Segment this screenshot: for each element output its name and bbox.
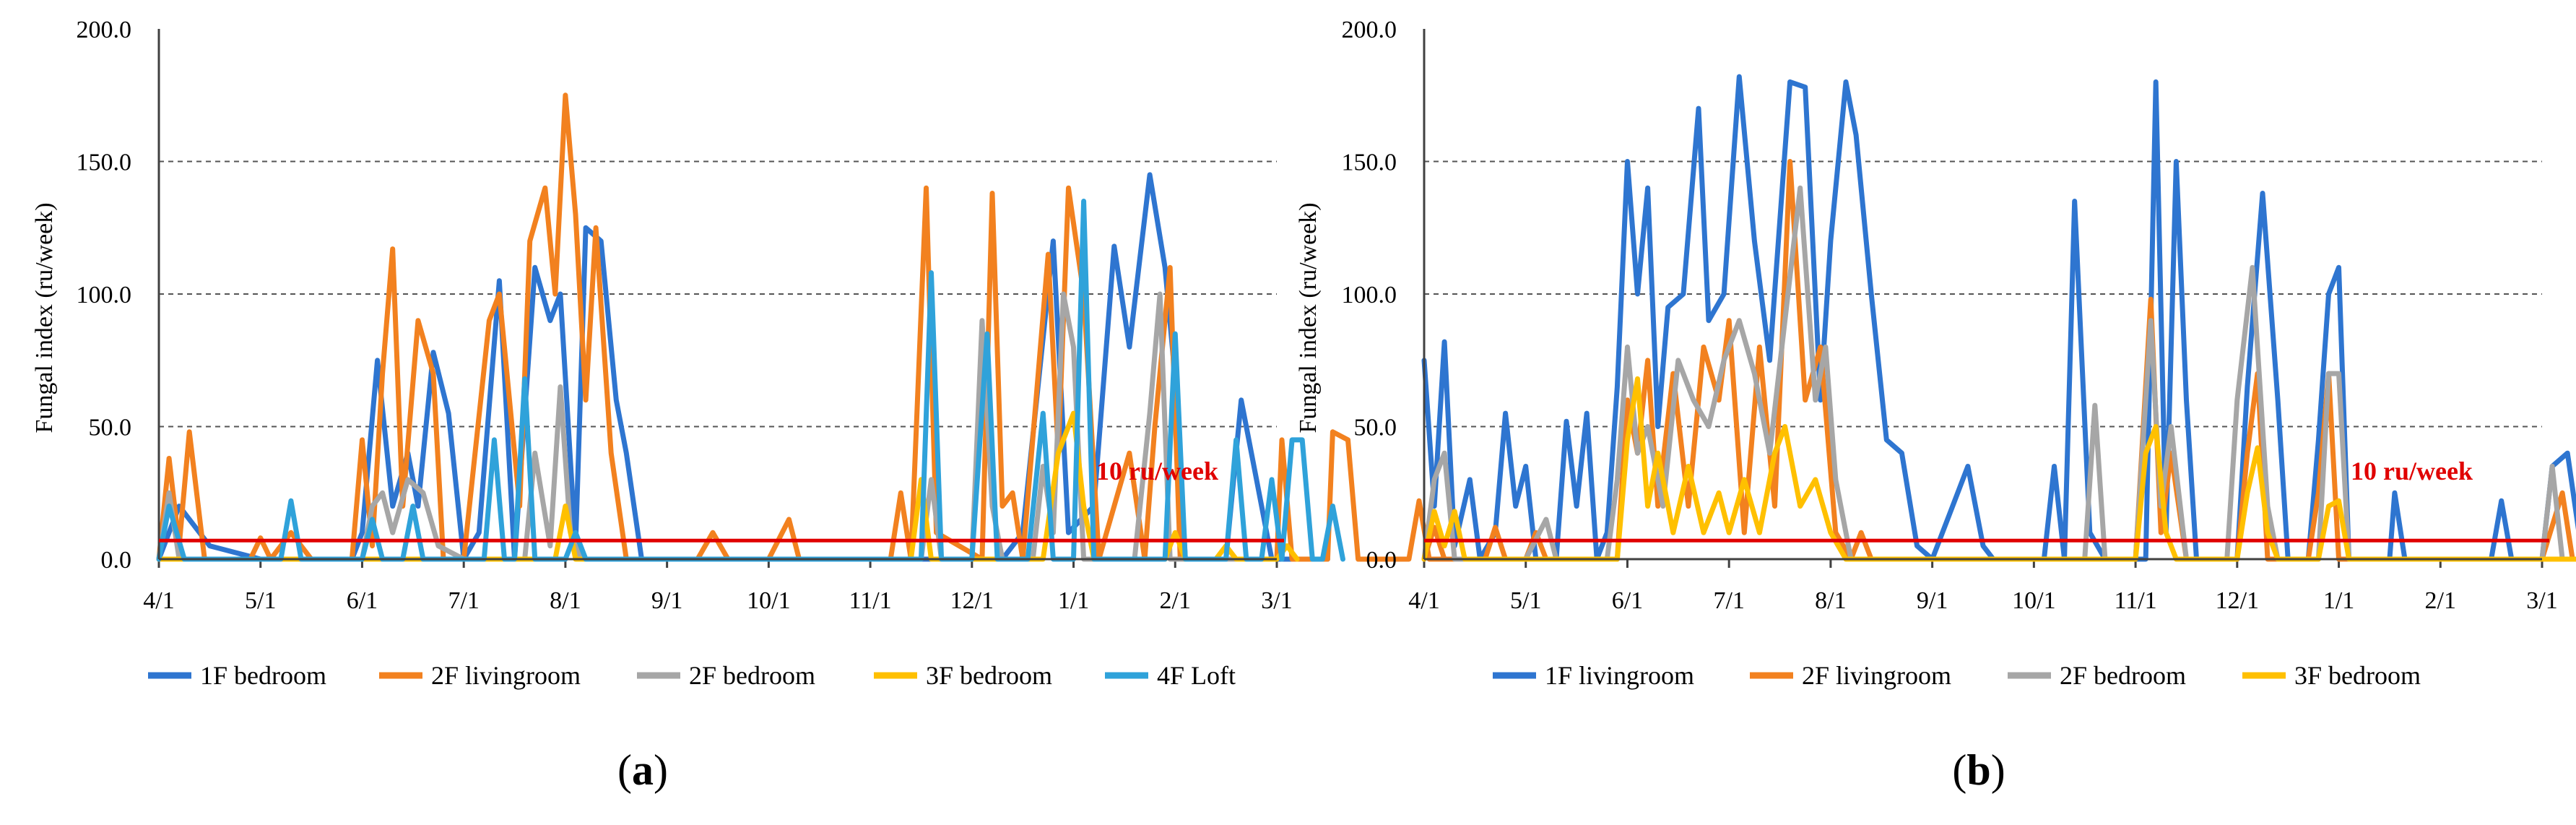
y-tick-label: 100.0 xyxy=(1342,282,1397,308)
y-tick-label: 0.0 xyxy=(101,547,132,574)
x-tick-label: 9/1 xyxy=(651,587,682,614)
x-tick-label: 7/1 xyxy=(448,587,479,614)
y-tick-label: 150.0 xyxy=(1342,150,1397,176)
series-line-3f-bedroom xyxy=(1421,376,2576,562)
legend-label: 2F bedroom xyxy=(689,661,815,690)
legend-label: 4F Loft xyxy=(1157,661,1236,690)
panel-a-label: (a) xyxy=(617,746,668,794)
x-tick-label: 3/1 xyxy=(2526,587,2557,614)
x-tick-label: 12/1 xyxy=(950,587,994,614)
series-line-1f-livingroom xyxy=(1421,74,2576,562)
legend-label: 1F livingroom xyxy=(1545,661,1694,690)
x-tick-label: 1/1 xyxy=(1058,587,1089,614)
x-tick-label: 1/1 xyxy=(2323,587,2354,614)
panel-a-threshold-label: 10 ru/week xyxy=(1096,457,1218,485)
x-tick-label: 9/1 xyxy=(1917,587,1948,614)
panel-a-label-letter: a xyxy=(632,746,654,794)
series-line-2f-livingroom xyxy=(156,92,1483,562)
panel-b-y-axis-label: Fungal index (ru/week) xyxy=(1295,202,1322,433)
series-line-2f-bedroom xyxy=(1421,185,2576,562)
y-tick-label: 150.0 xyxy=(77,150,132,176)
x-tick-label: 10/1 xyxy=(747,587,790,614)
legend-label: 2F livingroom xyxy=(431,661,581,690)
x-tick-label: 6/1 xyxy=(347,587,378,614)
x-tick-label: 10/1 xyxy=(2012,587,2055,614)
legend-label: 3F bedroom xyxy=(926,661,1052,690)
panel-b-chart: 0.0 50.0 100.0 150.0 200.0 4/1 5/1 6/1 7/1 8/1 9/… xyxy=(1295,17,2576,794)
x-tick-label: 11/1 xyxy=(2114,587,2156,614)
panel-a-y-axis-label: Fungal index (ru/week) xyxy=(31,202,58,433)
x-tick-label: 4/1 xyxy=(143,587,174,614)
y-tick-label: 200.0 xyxy=(1342,17,1397,43)
panel-b-label: (b) xyxy=(1952,746,2005,794)
y-tick-label: 100.0 xyxy=(77,282,132,308)
x-tick-label: 12/1 xyxy=(2216,587,2259,614)
series-line-3f-bedroom xyxy=(156,410,1300,562)
x-tick-label: 4/1 xyxy=(1408,587,1439,614)
x-tick-label: 2/1 xyxy=(2425,587,2456,614)
legend-label: 2F livingroom xyxy=(1802,661,1951,690)
legend-label: 1F bedroom xyxy=(200,661,326,690)
series-line-2f-livingroom xyxy=(1421,159,2576,562)
x-tick-label: 2/1 xyxy=(1160,587,1191,614)
panel-a-chart: 0.0 50.0 100.0 150.0 200.0 4/1 5/1 6/1 7/1 8/1 9/… xyxy=(31,17,1483,794)
x-tick-label: 8/1 xyxy=(550,587,581,614)
x-tick-label: 8/1 xyxy=(1815,587,1846,614)
panel-b-threshold-label: 10 ru/week xyxy=(2351,457,2473,485)
y-tick-label: 200.0 xyxy=(77,17,132,43)
legend-label: 2F bedroom xyxy=(2060,661,2186,690)
y-tick-label: 50.0 xyxy=(89,415,132,441)
x-tick-label: 6/1 xyxy=(1612,587,1643,614)
x-tick-label: 5/1 xyxy=(245,587,276,614)
panel-b-label-letter: b xyxy=(1966,746,1990,794)
y-tick-label: 0.0 xyxy=(1366,547,1397,574)
legend-label: 3F bedroom xyxy=(2294,661,2421,690)
y-tick-label: 50.0 xyxy=(1354,415,1397,441)
x-tick-label: 7/1 xyxy=(1713,587,1744,614)
x-tick-label: 11/1 xyxy=(849,587,891,614)
x-tick-label: 3/1 xyxy=(1261,587,1292,614)
x-tick-label: 5/1 xyxy=(1510,587,1541,614)
